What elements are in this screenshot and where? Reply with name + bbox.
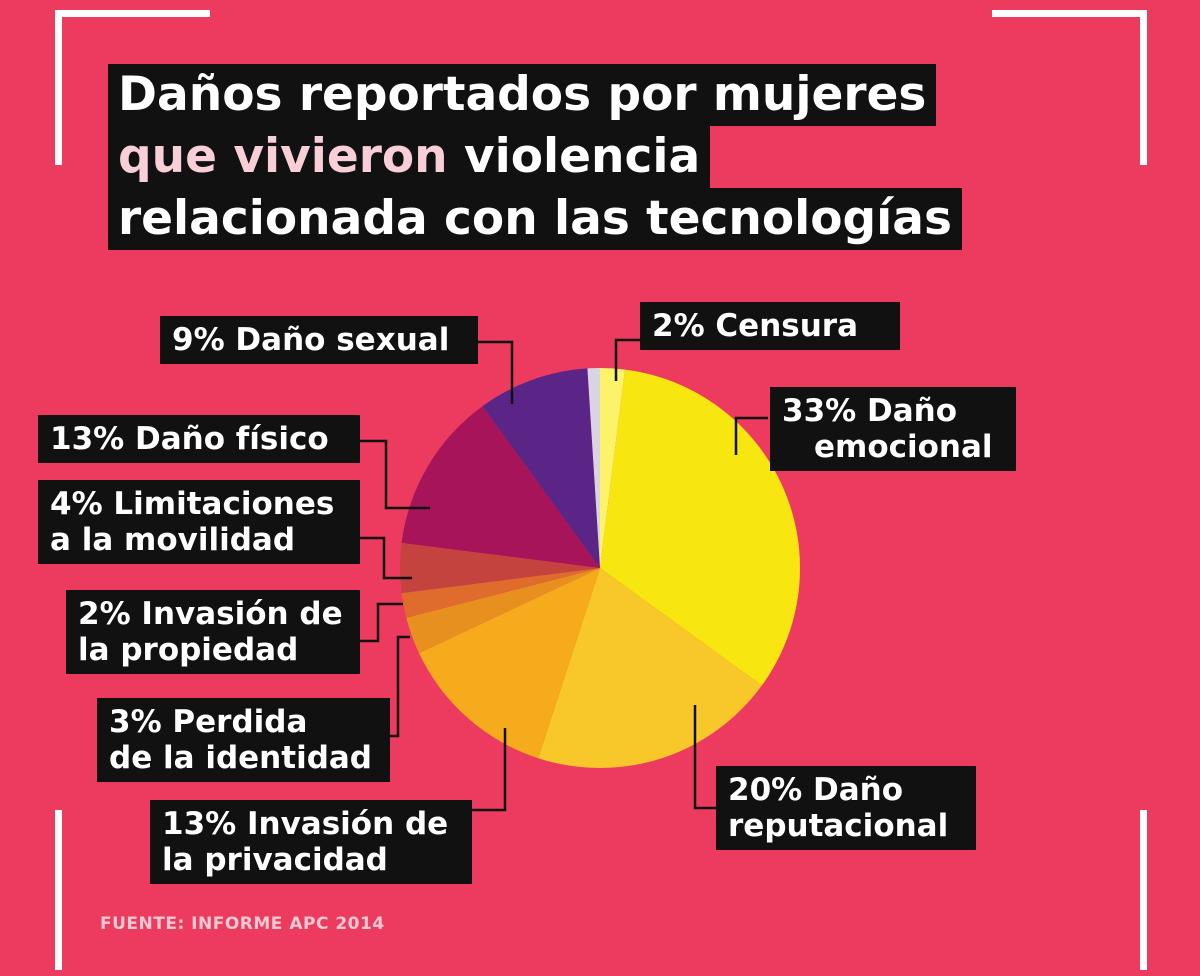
source-note: FUENTE: INFORME APC 2014 bbox=[100, 914, 385, 934]
title-text: Daños reportados por mujeres bbox=[118, 67, 927, 122]
frame-corner-top-right bbox=[992, 10, 1147, 17]
pie-slice-0 bbox=[600, 368, 626, 568]
slice-label-text: 13% Daño físico bbox=[50, 421, 329, 457]
leader-line bbox=[478, 340, 514, 404]
title-text: violencia bbox=[447, 129, 701, 184]
leader-line bbox=[693, 705, 716, 810]
slice-label-dano-reputacional: 20% Daño reputacional bbox=[716, 766, 976, 850]
leader-line bbox=[360, 536, 412, 580]
slice-label-text: 2% Censura bbox=[652, 308, 858, 344]
slice-label-text: reputacional bbox=[728, 808, 949, 844]
pie-slice-6 bbox=[400, 542, 600, 594]
pie-slice-4 bbox=[406, 568, 600, 654]
slice-label-text: 13% Invasión de bbox=[162, 806, 449, 842]
slice-label-text: de la identidad bbox=[109, 740, 373, 776]
slice-label-text: 33% Daño bbox=[782, 393, 958, 429]
pie-slice-9 bbox=[587, 367, 600, 568]
slice-label-invasion-privacidad: 13% Invasión de la privacidad bbox=[150, 800, 472, 884]
frame-corner-top-left bbox=[55, 10, 62, 165]
leader-line bbox=[390, 635, 410, 738]
leader-line bbox=[360, 439, 430, 510]
pie-slice-3 bbox=[419, 568, 600, 759]
slice-label-perdida-identidad: 3% Perdida de la identidad bbox=[97, 698, 390, 782]
title-line-2: que vivieron violencia bbox=[108, 126, 711, 188]
pie-slice-8 bbox=[482, 368, 600, 568]
title-line-3: relacionada con las tecnologías bbox=[108, 188, 962, 250]
slice-label-text: 20% Daño bbox=[728, 772, 904, 808]
slice-label-text: la propiedad bbox=[78, 632, 299, 668]
slice-label-dano-fisico: 13% Daño físico bbox=[38, 415, 360, 463]
leader-lines bbox=[360, 338, 768, 812]
leader-line bbox=[734, 416, 768, 455]
title-highlight: que vivieron bbox=[118, 129, 448, 184]
frame-corner-bottom-right bbox=[1140, 810, 1147, 970]
frame-corner-top-right bbox=[1140, 10, 1147, 165]
slice-label-dano-emocional: 33% Daño emocional bbox=[770, 387, 1016, 471]
frame-corner-top-left bbox=[55, 10, 210, 17]
title-text: relacionada con las tecnologías bbox=[118, 191, 952, 246]
slice-label-text: a la movilidad bbox=[50, 522, 296, 558]
slice-label-text: 2% Invasión de bbox=[78, 596, 343, 632]
slice-label-text: emocional bbox=[814, 429, 993, 465]
slice-label-text: 9% Daño sexual bbox=[172, 322, 450, 358]
slice-label-text: 4% Limitaciones bbox=[50, 486, 335, 522]
slice-label-limitaciones-movilidad: 4% Limitaciones a la movilidad bbox=[38, 480, 360, 564]
pie-slice-1 bbox=[600, 369, 800, 686]
slice-label-text: 3% Perdida bbox=[109, 704, 308, 740]
pie-slice-2 bbox=[538, 568, 762, 768]
pie-slice-7 bbox=[401, 406, 600, 568]
pie-slices bbox=[400, 367, 800, 768]
leader-line bbox=[614, 338, 646, 381]
pie-slice-5 bbox=[401, 568, 600, 618]
frame-corner-bottom-left bbox=[55, 810, 62, 970]
leader-line bbox=[472, 728, 507, 812]
leader-line bbox=[360, 602, 403, 643]
slice-label-censura: 2% Censura bbox=[640, 302, 900, 350]
title-line-1: Daños reportados por mujeres bbox=[108, 64, 937, 126]
slice-label-text: la privacidad bbox=[162, 842, 388, 878]
slice-label-invasion-propiedad: 2% Invasión de la propiedad bbox=[66, 590, 360, 674]
slice-label-dano-sexual: 9% Daño sexual bbox=[160, 316, 478, 364]
